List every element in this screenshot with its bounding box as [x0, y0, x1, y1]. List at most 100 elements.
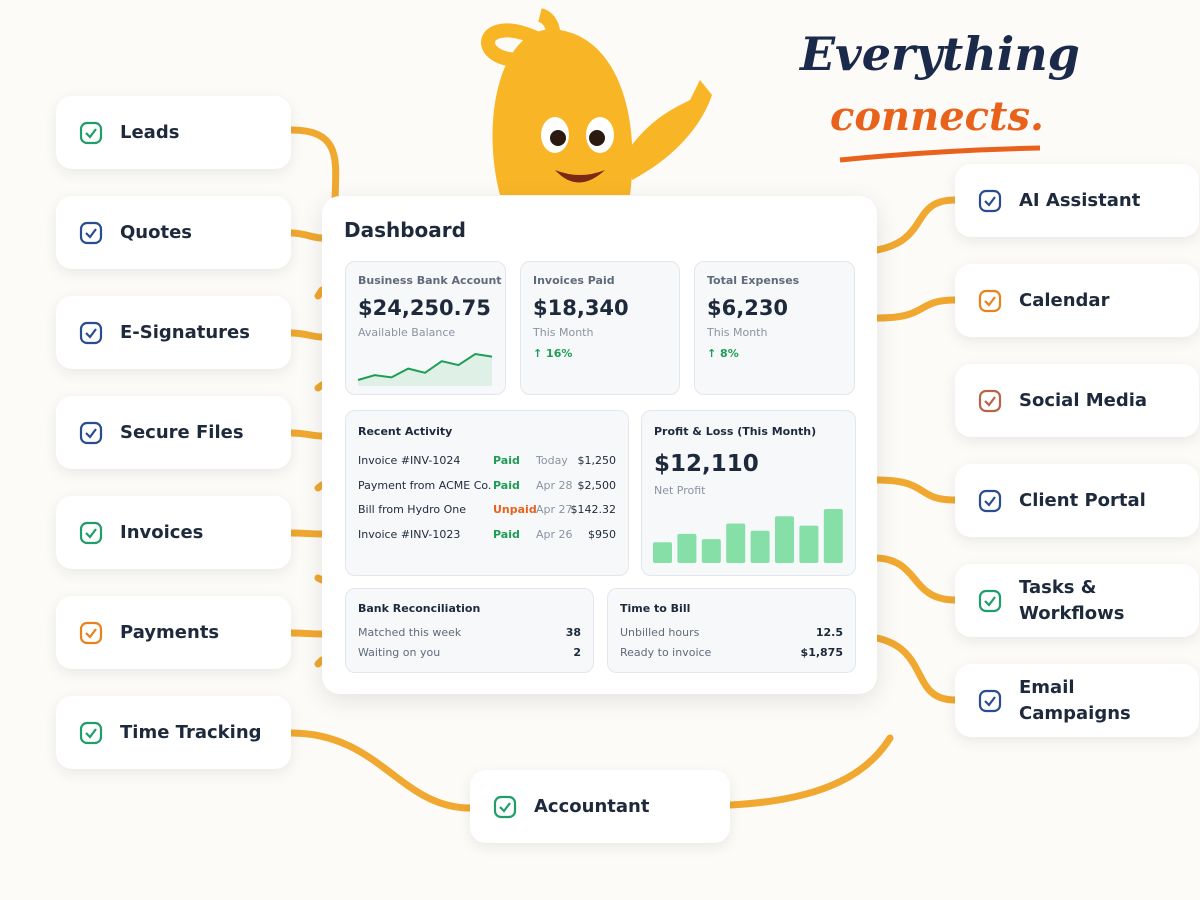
- node: Invoices: [56, 496, 291, 569]
- icon: [493, 795, 517, 818]
- row-label: Matched this week: [358, 626, 462, 639]
- node-label: Client Portal: [1019, 489, 1146, 511]
- card-label: Total Expenses: [707, 274, 800, 287]
- icon: [79, 321, 103, 344]
- node: Tasks & Workflows: [955, 564, 1199, 637]
- icon-shape: [85, 327, 97, 339]
- icon-shape: [978, 389, 1002, 412]
- card-value: $18,340: [533, 296, 629, 320]
- icon: [79, 721, 103, 744]
- node-label: Quotes: [120, 222, 193, 243]
- card-value: $6,230: [707, 296, 789, 320]
- card-value: $24,250.75: [358, 296, 491, 320]
- icon: [978, 589, 1002, 612]
- icon-shape: [978, 189, 1002, 212]
- icon-shape: [978, 689, 1002, 712]
- profit-loss: Profit & Loss (This Month) $12,110 Net Pro…: [641, 410, 856, 576]
- row-value: $1,875: [800, 646, 843, 659]
- icon-shape: [79, 421, 103, 444]
- bar: [653, 542, 672, 563]
- icon: [79, 221, 103, 244]
- bar: [775, 516, 794, 563]
- stat-card: Business Bank Account $24,250.75 Available…: [345, 261, 506, 395]
- headline: Everything: [798, 27, 1080, 81]
- node: AI Assistant: [955, 164, 1199, 237]
- underline: [839, 145, 1041, 163]
- icon: [79, 521, 103, 544]
- icon: [79, 421, 103, 444]
- row-value: 38: [565, 626, 581, 639]
- node-label: Time Tracking: [120, 722, 262, 743]
- bar: [701, 539, 721, 563]
- card-label: Business Bank Account: [358, 274, 502, 287]
- description: Invoice #INV-1023: [358, 527, 461, 541]
- node: Calendar: [955, 264, 1199, 337]
- section-title: Profit & Loss (This Month): [654, 425, 817, 438]
- icon-shape: [79, 321, 103, 344]
- dashboard-title: Dashboard: [344, 218, 466, 242]
- icon-shape: [79, 221, 103, 244]
- description: Invoice #INV-1024: [358, 454, 461, 467]
- icon-shape: [984, 395, 996, 407]
- node: Time Tracking: [56, 696, 291, 769]
- node: Payments: [56, 596, 291, 669]
- connectors: [287, 126, 959, 812]
- amount: $142.32: [570, 503, 617, 516]
- card-sub: Available Balance: [358, 326, 456, 339]
- icon-shape: [79, 521, 103, 544]
- node-label: Leads: [120, 122, 180, 143]
- section-title: Bank Reconciliation: [358, 602, 481, 615]
- icon-shape: [978, 589, 1002, 612]
- icon: [978, 489, 1002, 512]
- icon-shape: [493, 795, 517, 818]
- date: Apr 28: [536, 478, 573, 492]
- sparkline-line: [357, 352, 493, 381]
- date: Apr 27: [536, 503, 573, 516]
- node-label: Accountant: [534, 796, 650, 817]
- bar: [750, 530, 770, 563]
- card-sub: This Month: [533, 326, 594, 339]
- node-label: Social Media: [1019, 389, 1148, 411]
- node: Email Campaigns: [955, 664, 1199, 737]
- section-title: Recent Activity: [358, 425, 453, 438]
- status: Paid: [493, 454, 520, 467]
- icon-shape: [984, 295, 996, 307]
- row-label: Unbilled hours: [620, 626, 700, 639]
- bank-reconciliation: Bank Reconciliation Matched this week 38 Wa…: [345, 588, 594, 673]
- change: ↑ 16%: [533, 347, 573, 360]
- row-value: 2: [573, 646, 581, 659]
- node-label: Tasks & Workflows: [1019, 576, 1125, 624]
- sparkline: [357, 352, 493, 386]
- date: Today: [536, 454, 568, 467]
- icon-shape: [984, 495, 996, 507]
- bar: [726, 523, 746, 563]
- icon-shape: [978, 489, 1002, 512]
- icon-shape: [85, 527, 97, 539]
- icon-shape: [85, 627, 97, 639]
- icon: [978, 389, 1002, 412]
- row-value: 12.5: [815, 626, 843, 639]
- date: Apr 26: [536, 527, 573, 541]
- node-label: E-Signatures: [120, 322, 250, 343]
- status: Paid: [493, 478, 520, 492]
- change: ↑ 8%: [707, 347, 739, 360]
- node-label: Payments: [120, 622, 220, 643]
- description: Bill from Hydro One: [358, 503, 466, 516]
- change-value: 8%: [720, 347, 739, 360]
- icon-shape: [79, 721, 103, 744]
- time-to-bill: Time to Bill Unbilled hours 12.5 Ready to i…: [607, 588, 856, 673]
- stat-card: Invoices Paid $18,340 This Month ↑ 16%: [520, 261, 680, 395]
- icon: [978, 689, 1002, 712]
- pl-sub: Net Profit: [654, 484, 706, 497]
- icon-shape: [978, 289, 1002, 312]
- node: Accountant: [470, 770, 730, 843]
- icon: [978, 189, 1002, 212]
- row-label: Ready to invoice: [620, 646, 712, 659]
- section-title: Time to Bill: [620, 602, 691, 615]
- amount: $1,250: [577, 454, 617, 467]
- pl-value: $12,110: [654, 451, 759, 477]
- node: Quotes: [56, 196, 291, 269]
